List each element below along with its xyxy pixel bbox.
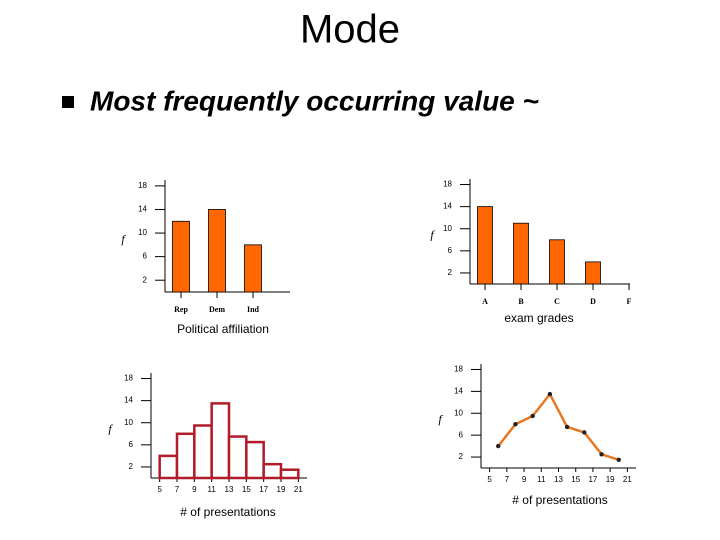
point [530,413,535,419]
y-tick-label: 18 [454,365,463,374]
y-tick-label: 2 [143,275,148,284]
y-tick-label: 10 [124,418,133,427]
y-axis-label: f [121,232,126,246]
point [564,424,570,430]
y-tick-label: 2 [459,452,464,461]
bar [244,244,262,293]
point [599,452,604,457]
point [616,457,621,462]
bar [172,220,190,293]
x-axis-label: exam grades [504,311,573,325]
x-tick-label: 21 [294,485,303,494]
x-tick-label: B [518,297,524,306]
y-axis-label: f [430,227,435,241]
x-tick-label: 5 [157,485,162,494]
x-tick-label: 7 [175,485,180,494]
histogram-bar [210,402,231,480]
bar [513,222,529,285]
y-tick-label: 14 [454,386,463,395]
x-axis-label: # of presentations [512,493,607,507]
slide-title: Mode [300,8,400,52]
x-tick-label: D [590,297,596,306]
histogram-bar [175,432,196,480]
y-tick-label: 14 [138,205,147,214]
point [496,443,501,449]
y-tick-label: 10 [443,224,452,233]
bar [208,209,226,293]
x-tick-label: 19 [606,475,615,484]
y-tick-label: 14 [124,396,133,405]
x-tick-label: 11 [208,485,217,494]
histogram-bar [158,454,179,480]
y-tick-label: 2 [129,462,134,471]
x-tick-label: 5 [487,475,492,484]
x-tick-label: 17 [259,485,268,494]
y-tick-label: 6 [448,246,453,255]
y-tick-label: 6 [129,440,134,449]
bar [585,261,601,285]
point [547,391,553,397]
bullet-marker [62,96,74,108]
histogram-bar [245,440,265,480]
histogram-bar [262,462,283,480]
x-tick-label: 15 [571,475,580,484]
x-tick-label: 15 [242,485,251,494]
x-tick-label: C [554,297,560,306]
histogram-bar [279,468,300,480]
y-tick-label: 6 [459,430,464,439]
y-tick-label: 18 [124,374,133,383]
bar [549,239,565,285]
point [582,430,587,435]
x-tick-label: 9 [522,475,527,484]
histogram-bar [193,424,213,480]
y-tick-label: 10 [138,228,147,237]
y-axis-label: f [108,421,113,435]
x-tick-label: Dem [209,305,225,314]
y-tick-label: 18 [443,180,452,189]
line [497,391,620,461]
y-tick-label: 14 [443,202,452,211]
x-tick-label: Ind [247,305,260,314]
x-tick-label: 17 [588,475,597,484]
x-tick-label: 7 [505,475,510,484]
x-tick-label: Rep [174,305,188,314]
y-axis-label: f [438,412,443,426]
x-tick-label: 13 [554,475,563,484]
x-tick-label: F [627,297,632,306]
x-tick-label: 19 [277,485,286,494]
point [513,422,518,427]
y-tick-label: 6 [143,252,148,261]
x-tick-label: 9 [192,485,197,494]
bar [477,206,493,285]
bullet-text: Most frequently occurring value ~ [90,85,539,116]
x-axis-label: # of presentations [180,505,275,519]
x-tick-label: 21 [623,475,632,484]
histogram-bar [227,435,248,480]
y-tick-label: 2 [448,268,453,277]
x-tick-label: A [482,297,488,306]
x-axis-label: Political affiliation [177,322,269,336]
y-tick-label: 18 [138,181,147,190]
x-tick-label: 13 [225,485,234,494]
x-tick-label: 11 [537,475,546,484]
y-tick-label: 10 [454,408,463,417]
